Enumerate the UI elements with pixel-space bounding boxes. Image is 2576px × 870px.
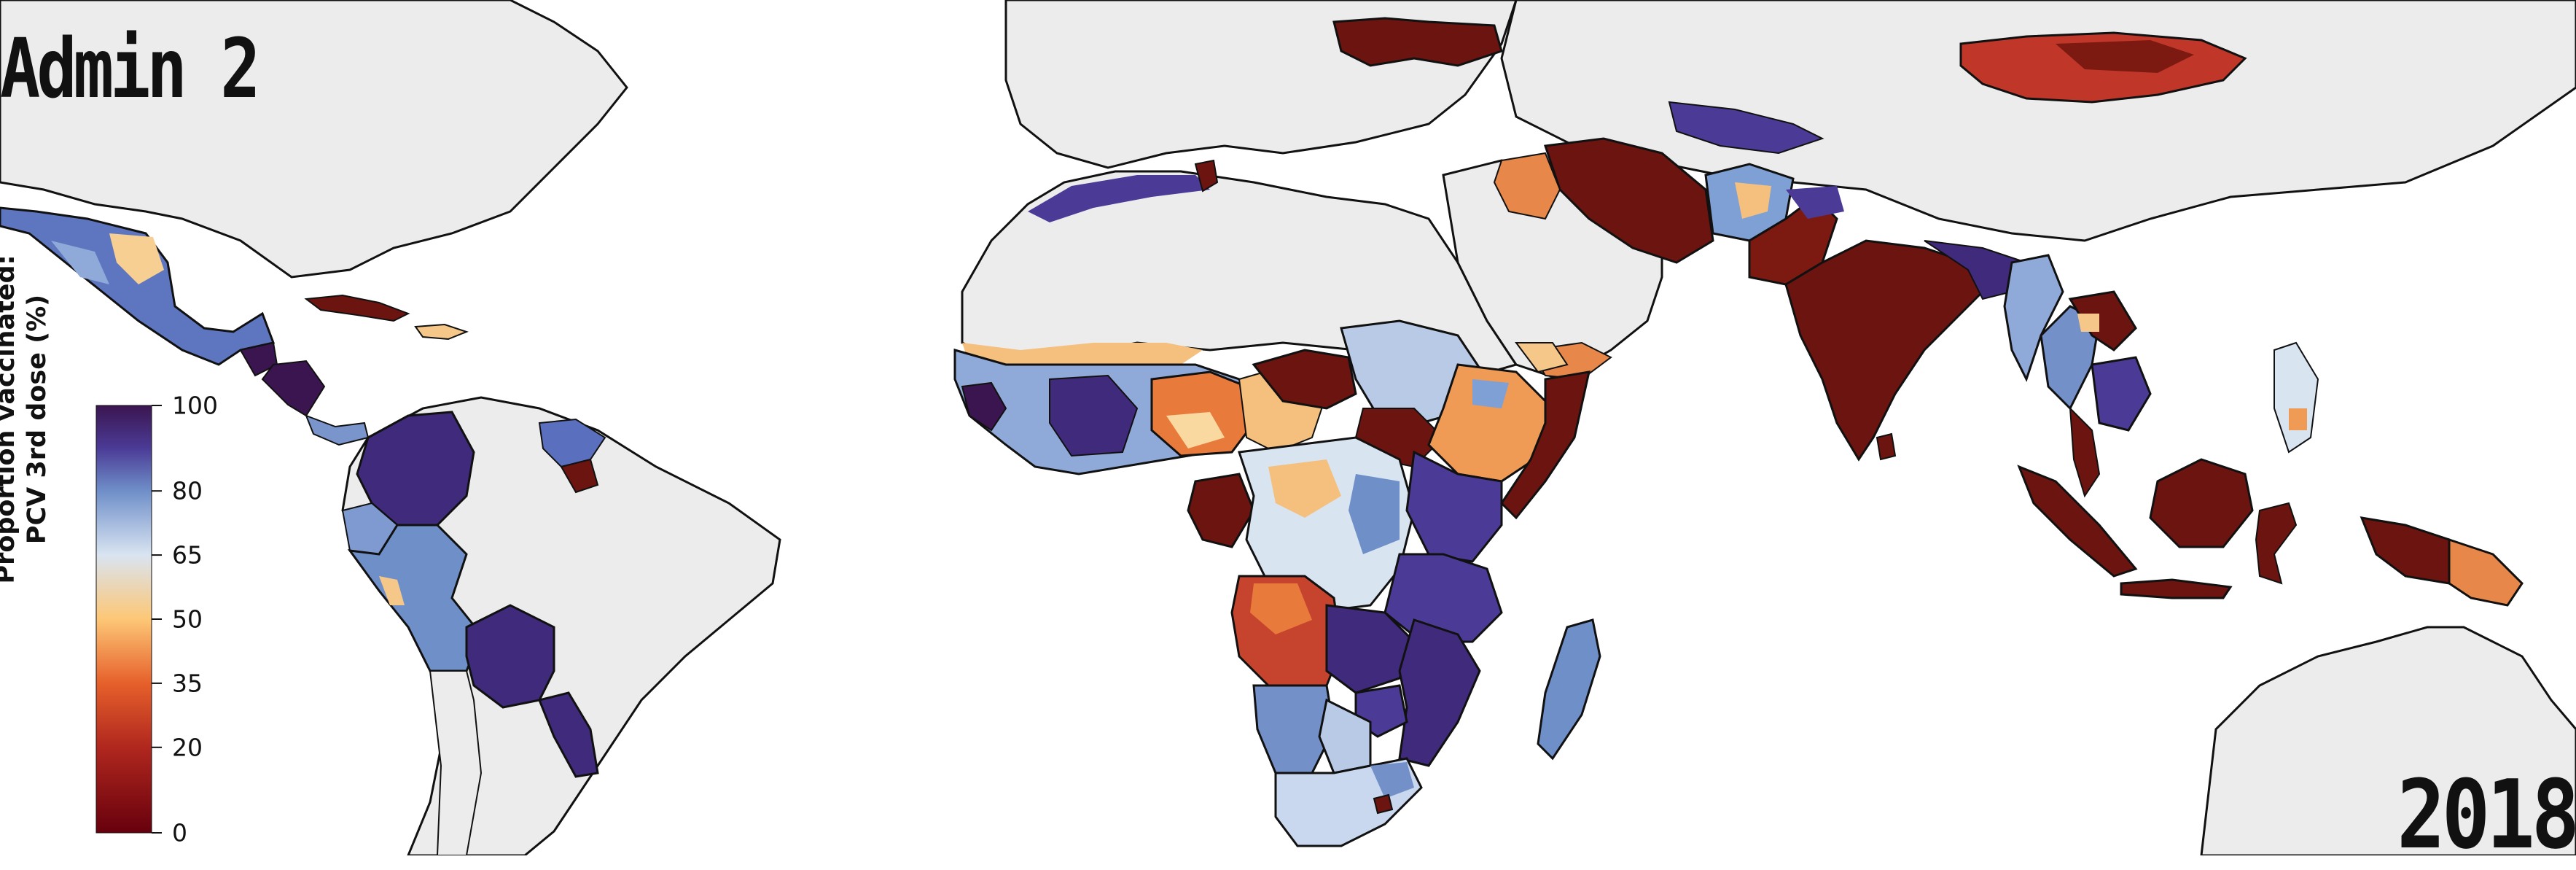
gabon-congo — [1187, 473, 1255, 548]
guyana — [560, 458, 599, 494]
iran — [1543, 137, 1714, 264]
laos-orange-region — [2077, 314, 2099, 332]
uganda-kenya — [1405, 450, 1503, 563]
honduras-nicaragua — [261, 360, 326, 417]
somalia — [1500, 370, 1591, 520]
car-region — [1252, 349, 1357, 410]
mexico-west-region — [51, 241, 109, 284]
legend-tick-label: 0 — [172, 818, 187, 847]
caribbean-islands — [304, 294, 410, 322]
north-america-landmass — [0, 0, 628, 279]
morocco-algeria-coast — [1028, 175, 1210, 222]
malay-peninsula — [2069, 406, 2101, 498]
philippines — [2273, 341, 2319, 454]
peru — [347, 524, 483, 672]
legend-tick-label: 65 — [172, 540, 203, 570]
paraguay — [537, 691, 599, 778]
legend-tick-label: 20 — [172, 733, 203, 762]
papua — [2360, 516, 2451, 585]
ukraine — [1332, 17, 1503, 67]
guinea-region — [961, 381, 1007, 432]
lesotho — [1373, 793, 1394, 815]
pakistan — [1748, 195, 1838, 286]
legend-tick-label: 80 — [172, 476, 203, 505]
legend-ticks — [152, 405, 162, 834]
angola-orange-region — [1250, 583, 1312, 634]
papua-new-guinea — [2448, 537, 2524, 607]
map-year: 2018 — [2397, 759, 2576, 870]
iraq-syria-region — [1493, 152, 1561, 220]
drc-orange-region — [1268, 459, 1341, 518]
sri-lanka — [1876, 432, 1897, 461]
zambia — [1325, 604, 1416, 694]
hispaniola — [414, 323, 469, 341]
mongolia-dark-region — [2056, 40, 2194, 73]
legend-tick-label: 35 — [172, 669, 203, 698]
australia — [2200, 626, 2576, 855]
legend-title-line-2: PCV 3rd dose (%) — [23, 294, 52, 545]
legend-title-line-1: Proportion vaccinated: — [0, 255, 20, 584]
afghanistan-orange-region — [1735, 182, 1771, 219]
vietnam-cambodia — [2091, 356, 2152, 432]
uzbekistan-kyrgyz-region — [1668, 101, 1824, 155]
java — [2120, 578, 2233, 599]
nigeria-south-region — [1166, 412, 1225, 448]
legend-tick-label: 100 — [172, 391, 218, 420]
ivory-coast-ghana — [1049, 374, 1139, 457]
chile-argentina — [429, 670, 483, 855]
madagascar — [1537, 618, 1601, 761]
colombia — [356, 411, 475, 527]
borneo — [2149, 458, 2254, 548]
sulawesi — [2255, 502, 2298, 585]
eritrea-djibouti — [1515, 342, 1569, 373]
tunisia — [1194, 159, 1219, 193]
map-title: Admin 2 — [0, 22, 261, 117]
costa-rica-panama — [305, 414, 370, 446]
mexico-north-region — [109, 233, 164, 284]
india — [1784, 239, 1984, 462]
sumatra — [2017, 465, 2138, 578]
south-africa-blue-region — [1370, 762, 1414, 799]
drc-blue-region — [1349, 474, 1400, 554]
philippines-orange-region — [2289, 408, 2307, 430]
legend-tick-label: 50 — [172, 605, 203, 634]
ethiopia-blue-region — [1472, 379, 1509, 408]
peru-coastal-region — [379, 576, 405, 605]
myanmar — [2003, 254, 2064, 382]
legend-color-bar — [95, 405, 152, 834]
pakistan-north-region — [1786, 186, 1844, 219]
mozambique-malawi — [1398, 618, 1481, 767]
